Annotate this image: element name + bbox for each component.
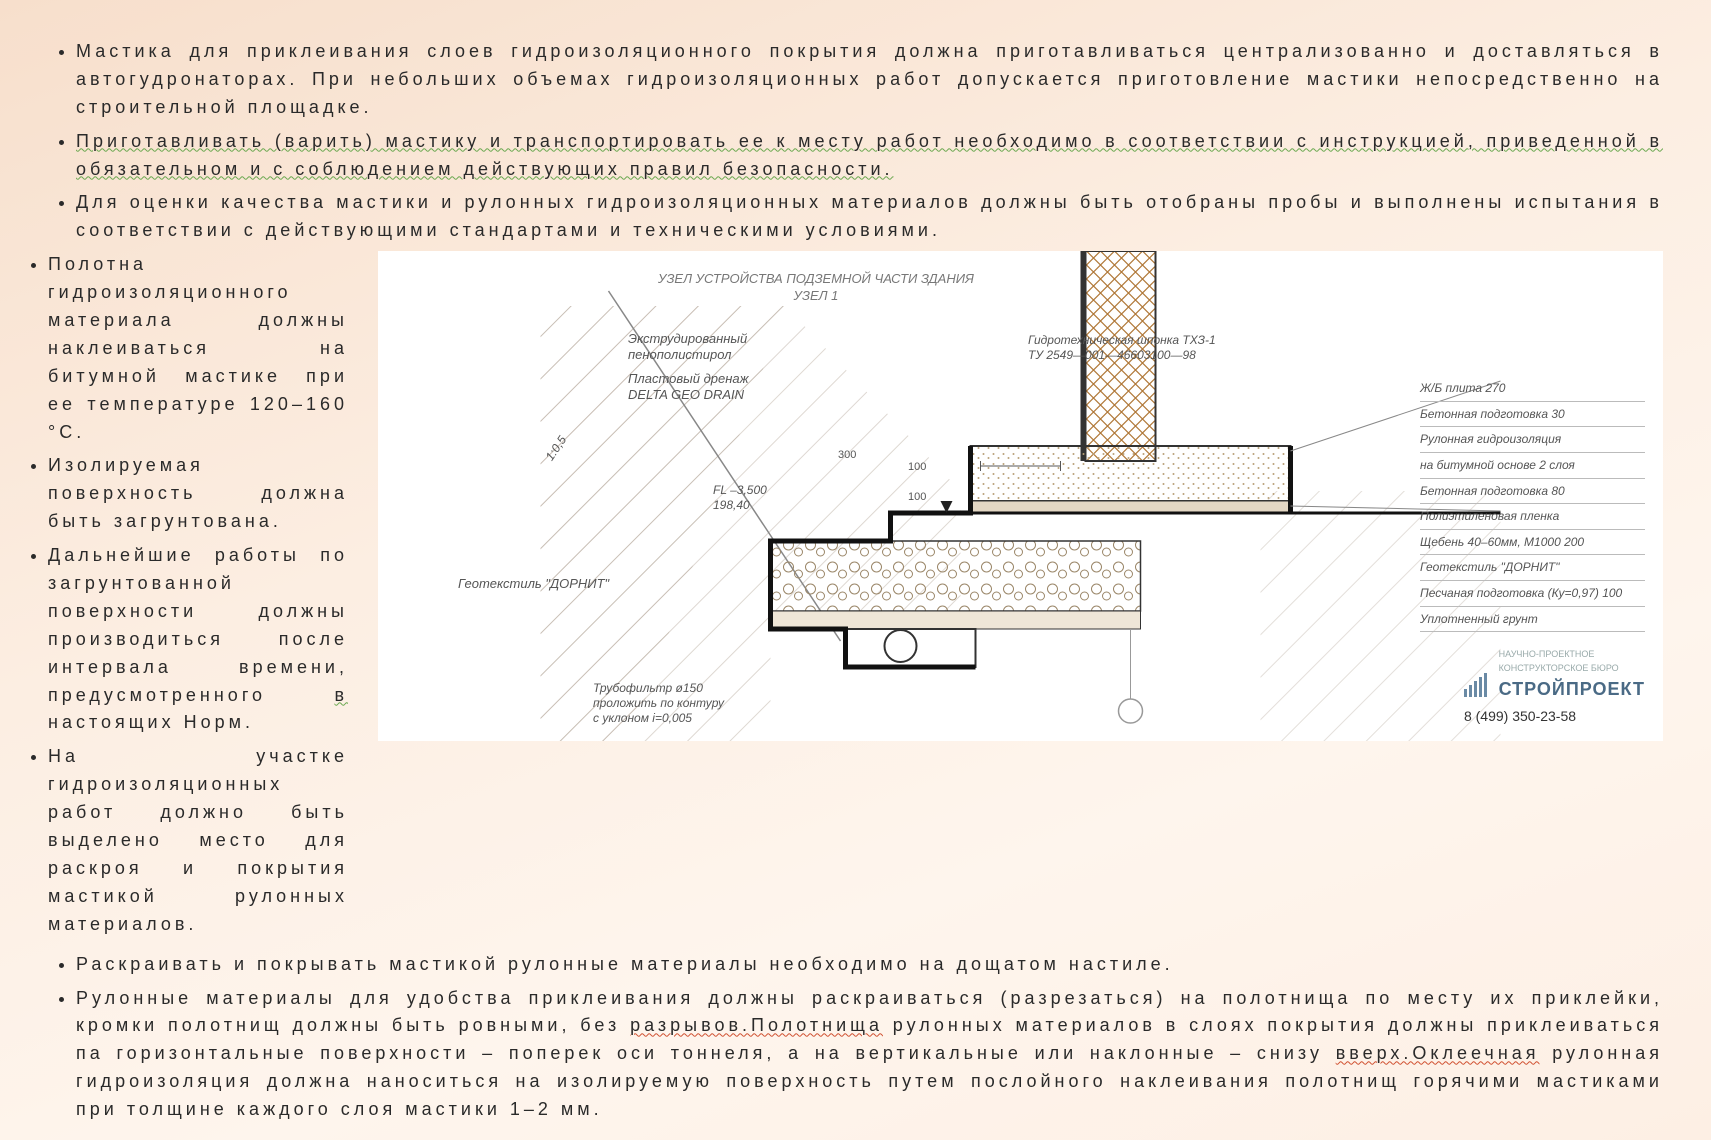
bullet: Полотна гидроизоляционного материала дол… <box>48 251 348 446</box>
logo-phone: 8 (499) 350-23-58 <box>1464 706 1645 728</box>
wavy-text: разрывов.Полотнища <box>630 1015 883 1035</box>
t: УЗЕЛ 1 <box>794 288 839 303</box>
t: УЗЕЛ УСТРОЙСТВА ПОДЗЕМНОЙ ЧАСТИ ЗДАНИЯ <box>658 271 974 286</box>
txt: настоящих Норм. <box>48 712 254 732</box>
txt: Дальнейшие работы по загрунтованной пове… <box>48 545 348 704</box>
layer: Ж/Б плита 270 <box>1420 376 1645 402</box>
lbl-extruded: Экструдированный пенополистирол <box>628 331 747 364</box>
bullet: Изолируемая поверхность должна быть загр… <box>48 452 348 536</box>
dim-100a: 100 <box>908 461 926 475</box>
top-bullets: Мастика для приклеивания слоев гидроизол… <box>48 38 1663 245</box>
bottom-bullets: Раскраивать и покрывать мастикой рулонны… <box>48 951 1663 1124</box>
bullet: Раскраивать и покрывать мастикой рулонны… <box>76 951 1663 979</box>
left-column: Полотна гидроизоляционного материала дол… <box>48 251 348 944</box>
diagram-title: УЗЕЛ УСТРОЙСТВА ПОДЗЕМНОЙ ЧАСТИ ЗДАНИЯ У… <box>658 271 974 305</box>
logo-icon <box>1464 673 1489 703</box>
wavy-text: в <box>334 685 348 705</box>
bullet: На участке гидроизоляционных работ должн… <box>48 743 348 938</box>
layer: Геотекстиль "ДОРНИТ" <box>1420 555 1645 581</box>
lbl-shponka: Гидротехническая шпонка ТХЗ-1 ТУ 2549—00… <box>1028 333 1216 363</box>
wavy-text: Приготавливать (варить) мастику и трансп… <box>76 131 1663 179</box>
bullet: Дальнейшие работы по загрунтованной пове… <box>48 542 348 737</box>
logo-block: НАУЧНО-ПРОЕКТНОЕ КОНСТРУКТОРСКОЕ БЮРО СТ… <box>1464 648 1645 727</box>
layer: Полиэтиленовая пленка <box>1420 504 1645 530</box>
bullet: Рулонные материалы для удобства приклеив… <box>76 985 1663 1124</box>
layer: Песчаная подготовка (Ку=0,97) 100 <box>1420 581 1645 607</box>
engineering-diagram: УЗЕЛ УСТРОЙСТВА ПОДЗЕМНОЙ ЧАСТИ ЗДАНИЯ У… <box>378 251 1663 741</box>
layer: Рулонная гидроизоляция <box>1420 427 1645 453</box>
layer: Бетонная подготовка 80 <box>1420 479 1645 505</box>
lbl-fl: FL –3,500 198,40 <box>713 483 767 513</box>
wavy-text: вверх.Оклеечная <box>1336 1043 1540 1063</box>
logo-name: СТРОЙПРОЕКТ <box>1499 676 1645 704</box>
lbl-geo: Геотекстиль "ДОРНИТ" <box>458 576 609 592</box>
lbl-delta: Пластовый дренаж DELTA GEO DRAIN <box>628 371 749 404</box>
bullet: Мастика для приклеивания слоев гидроизол… <box>76 38 1663 122</box>
layer: Уплотненный грунт <box>1420 607 1645 633</box>
dim-300: 300 <box>838 449 856 463</box>
layer: на битумной основе 2 слоя <box>1420 453 1645 479</box>
lbl-pipe: Трубофильтр ø150 проложить по контуру с … <box>593 681 724 726</box>
bullet: Приготавливать (варить) мастику и трансп… <box>76 128 1663 184</box>
layer: Щебень 40–60мм, М1000 200 <box>1420 530 1645 556</box>
layer: Бетонная подготовка 30 <box>1420 402 1645 428</box>
bullet: Для оценки качества мастики и рулонных г… <box>76 189 1663 245</box>
layer-list: Ж/Б плита 270 Бетонная подготовка 30 Рул… <box>1420 376 1645 632</box>
dim-100b: 100 <box>908 491 926 505</box>
logo-small: НАУЧНО-ПРОЕКТНОЕ КОНСТРУКТОРСКОЕ БЮРО <box>1499 648 1645 676</box>
